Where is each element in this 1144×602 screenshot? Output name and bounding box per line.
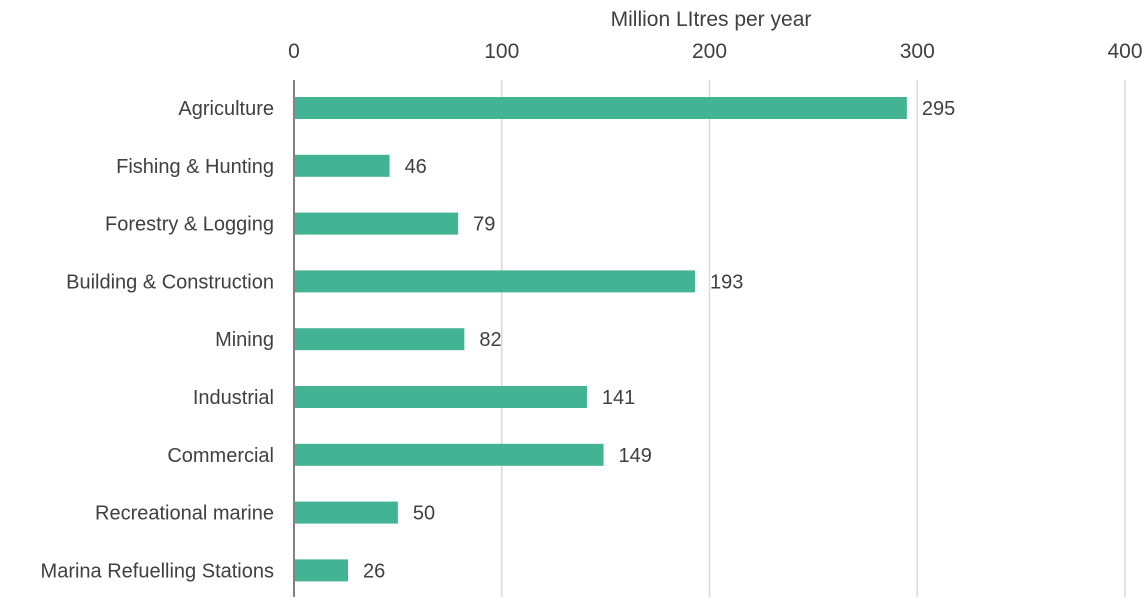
data-label-3: 79 <box>473 214 495 236</box>
category-labels: Agriculture Fishing & Hunting Forestry & L… <box>41 98 274 582</box>
data-label-6: 141 <box>602 387 635 409</box>
data-label-8: 50 <box>413 503 435 525</box>
data-label-5: 82 <box>479 329 501 351</box>
gridlines <box>501 80 1126 597</box>
bar-7 <box>295 443 604 466</box>
bar-6 <box>295 386 587 408</box>
bar-1 <box>295 97 907 119</box>
bar-4 <box>295 270 695 293</box>
bar-8 <box>295 501 398 524</box>
data-label-7: 149 <box>619 445 652 467</box>
category-label-6: Industrial <box>193 387 274 409</box>
bars <box>295 97 907 582</box>
x-tick-label-100: 100 <box>484 40 519 63</box>
x-tick-label-0: 0 <box>288 40 300 63</box>
category-label-9: Marina Refuelling Stations <box>41 560 274 582</box>
category-label-1: Agriculture <box>178 98 274 120</box>
x-tick-label-200: 200 <box>692 40 727 63</box>
bar-2 <box>295 154 390 177</box>
category-label-2: Fishing & Hunting <box>116 156 274 178</box>
data-label-2: 46 <box>405 156 427 178</box>
data-label-1: 295 <box>922 98 955 120</box>
data-label-4: 193 <box>710 271 743 293</box>
x-axis-title: Million LItres per year <box>611 8 812 31</box>
category-label-7: Commercial <box>167 445 274 467</box>
bar-5 <box>295 328 465 351</box>
data-labels: 295 46 79 193 82 141 149 50 26 <box>363 98 955 582</box>
category-label-5: Mining <box>215 329 274 351</box>
bar-3 <box>295 212 459 235</box>
category-label-3: Forestry & Logging <box>105 214 274 236</box>
data-label-9: 26 <box>363 560 385 582</box>
x-tick-label-300: 300 <box>900 40 935 63</box>
x-tick-labels: 0 100 200 300 400 <box>288 40 1142 63</box>
category-label-8: Recreational marine <box>95 503 274 525</box>
x-tick-label-400: 400 <box>1107 40 1142 63</box>
category-label-4: Building & Construction <box>66 271 274 293</box>
bar-9 <box>295 559 349 582</box>
